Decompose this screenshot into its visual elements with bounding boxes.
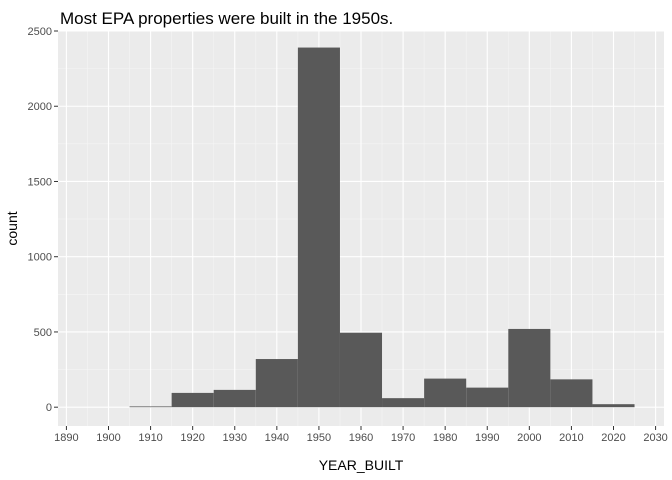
- histogram-bar: [255, 359, 298, 408]
- x-tick-label: 1970: [391, 432, 415, 444]
- x-tick-label: 1980: [433, 432, 457, 444]
- y-tick-label: 1500: [28, 176, 52, 188]
- y-tick-label: 2500: [28, 26, 52, 38]
- y-axis: 0 500 1000 1500 2000 2500: [28, 26, 58, 414]
- histogram-bar: [508, 328, 551, 408]
- x-tick-label: 2010: [559, 432, 583, 444]
- y-tick-label: 0: [46, 402, 52, 414]
- x-axis-title: YEAR_BUILT: [319, 457, 404, 473]
- chart-title: Most EPA properties were built in the 19…: [60, 9, 393, 28]
- x-tick-label: 2020: [601, 432, 625, 444]
- histogram-bar: [171, 392, 214, 408]
- x-tick-label: 1890: [54, 432, 78, 444]
- x-tick-label: 1950: [307, 432, 331, 444]
- x-tick-label: 1910: [138, 432, 162, 444]
- x-tick-label: 1990: [475, 432, 499, 444]
- histogram-bar: [339, 332, 383, 408]
- histogram-bar: [466, 387, 509, 408]
- y-tick-label: 1000: [28, 252, 52, 264]
- histogram-bar: [129, 406, 172, 408]
- histogram-bar: [213, 389, 256, 408]
- x-tick-label: 1920: [180, 432, 204, 444]
- y-tick-label: 500: [34, 327, 52, 339]
- histogram-bar: [382, 398, 425, 408]
- histogram-bar: [424, 378, 467, 408]
- y-tick-label: 2000: [28, 101, 52, 113]
- histogram-bar: [550, 379, 593, 408]
- x-tick-label: 1930: [223, 432, 247, 444]
- histogram-bars: [129, 47, 635, 408]
- x-tick-label: 2000: [517, 432, 541, 444]
- histogram-bar: [297, 47, 340, 408]
- x-axis: 1890 1900 1910 1920 1930 1940 1950 1960 1970 1980…: [54, 426, 668, 444]
- x-tick-label: 1940: [265, 432, 289, 444]
- histogram-bar: [592, 404, 635, 408]
- x-tick-label: 1960: [349, 432, 373, 444]
- x-tick-label: 1900: [96, 432, 120, 444]
- x-tick-label: 2030: [643, 432, 667, 444]
- y-axis-title: count: [4, 211, 20, 245]
